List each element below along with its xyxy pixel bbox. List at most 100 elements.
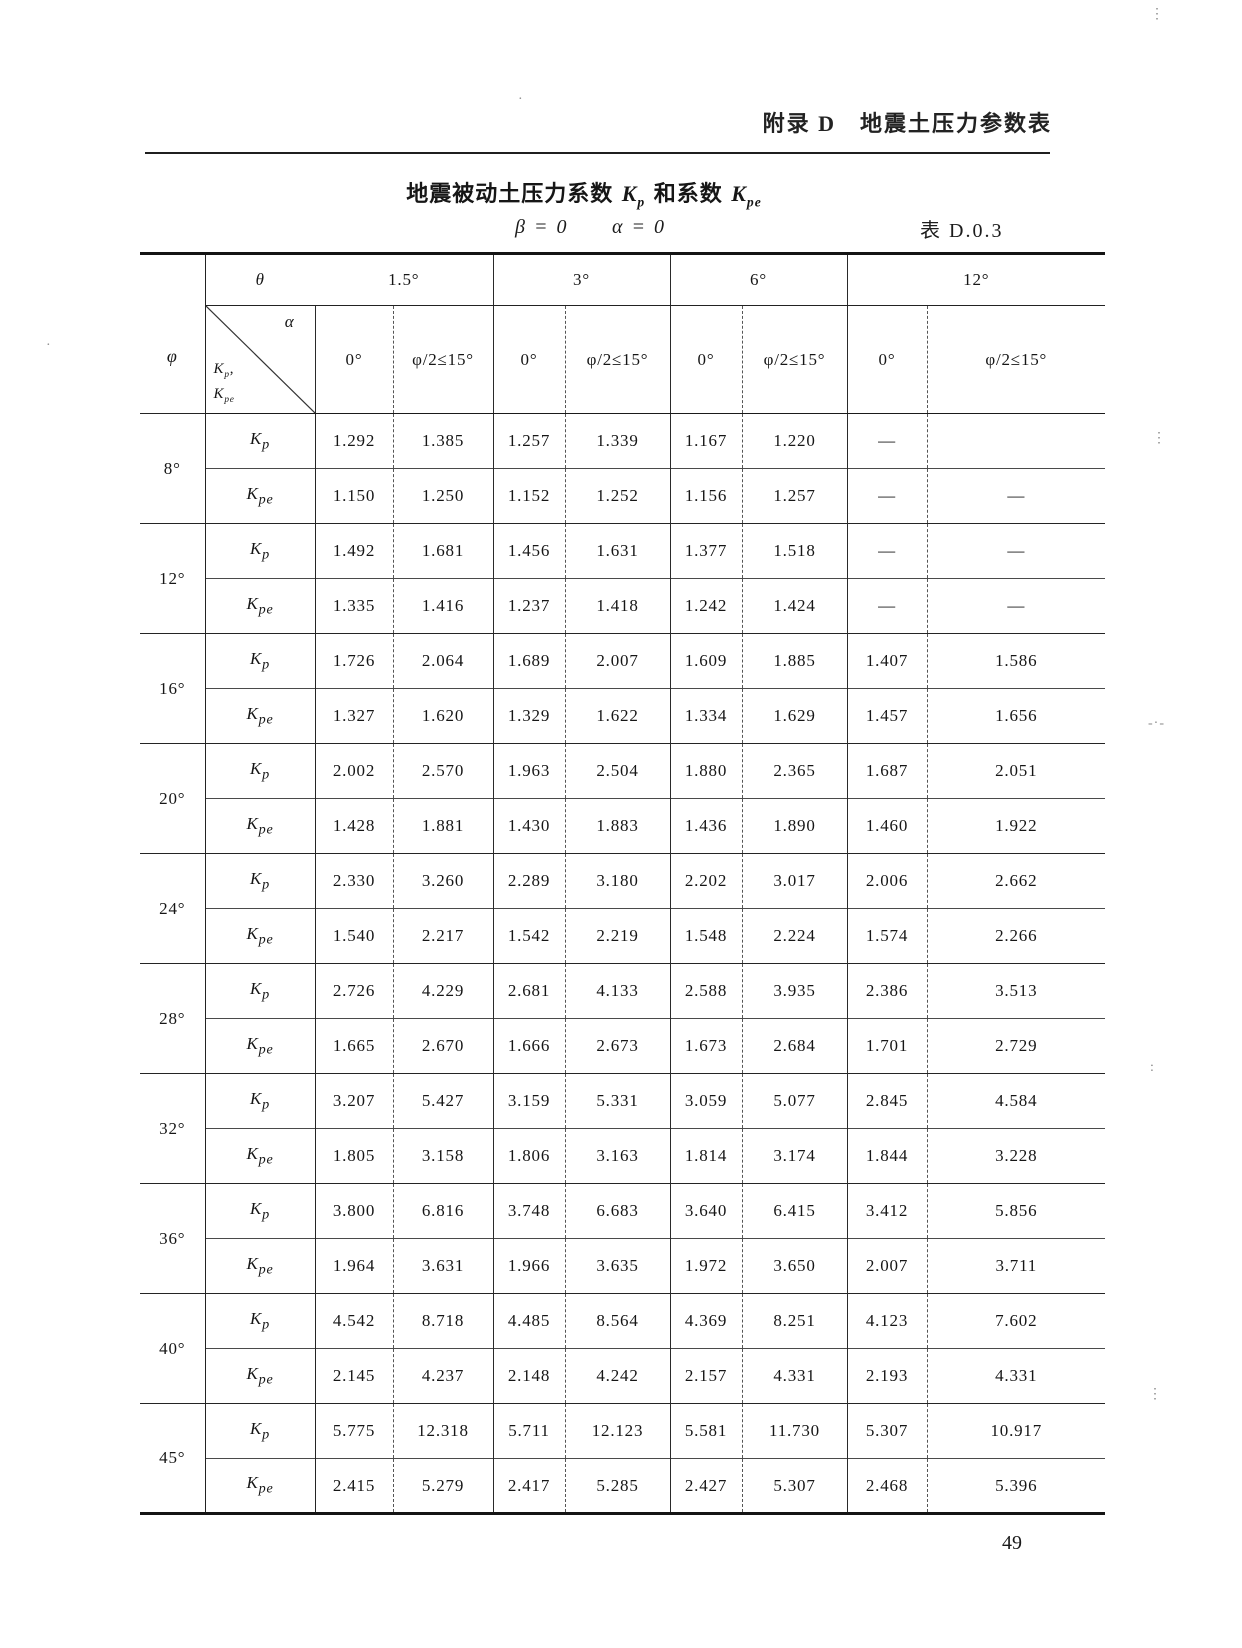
title-prefix: 地震被动土压力系数: [406, 181, 614, 206]
kpe-value: 1.250: [392, 468, 493, 524]
kpe-value: 1.457: [846, 688, 927, 744]
kp-value: 1.689: [492, 633, 565, 689]
kpe-value: 4.237: [392, 1348, 493, 1404]
kp-row: 12° Kp 1.492 1.681 1.456 1.631 1.377 1.518— —: [140, 523, 1106, 634]
kp-value: 2.051: [926, 743, 1106, 799]
kp-value: 3.513: [926, 963, 1106, 1019]
kpe-value: 1.335: [315, 578, 393, 634]
kpe-value: 1.665: [315, 1018, 393, 1074]
kp-value: 4.485: [492, 1293, 565, 1349]
kp-row: 8° Kp 1.292 1.385 1.257 1.339 1.167 1.220—: [140, 413, 1106, 524]
kpe-row: Kpe 1.428 1.881 1.430 1.883 1.436 1.890 1.460 1.…: [140, 798, 1106, 854]
kpe-label: Kpe: [205, 468, 316, 524]
kpe-value: —: [846, 578, 927, 634]
kp-label: Kp: [205, 1293, 316, 1349]
kpe-label: Kpe: [205, 688, 316, 744]
kpe-value: 2.193: [846, 1348, 927, 1404]
kp-value: 1.339: [564, 413, 670, 469]
kpe-value: 1.327: [315, 688, 393, 744]
kpe-value: 1.666: [492, 1018, 565, 1074]
kp-label: Kp: [205, 1183, 316, 1239]
kp-value: 8.564: [564, 1293, 670, 1349]
kp-value: 2.504: [564, 743, 670, 799]
kpe-value: 2.148: [492, 1348, 565, 1404]
kpe-row: Kpe 1.327 1.620 1.329 1.622 1.334 1.629 1.457 1.…: [140, 688, 1106, 744]
scan-artifact: ⋮: [1150, 7, 1165, 22]
kpe-row: Kpe 1.805 3.158 1.806 3.163 1.814 3.174 1.844 3.…: [140, 1128, 1106, 1184]
corner-coefficients: Kp, Kpe: [213, 361, 235, 405]
kp-value: 2.365: [741, 743, 847, 799]
kp-value: [926, 413, 1106, 469]
scan-artifact: ·: [518, 92, 524, 107]
kpe-value: 1.814: [669, 1128, 742, 1184]
kpe-value: 1.334: [669, 688, 742, 744]
kpe-value: 3.650: [741, 1238, 847, 1294]
kpe-value: 1.881: [392, 798, 493, 854]
kp-value: 1.885: [741, 633, 847, 689]
table-title: 地震被动土压力系数 Kp 和系数 Kpe: [0, 176, 1170, 210]
kpe-row: Kpe 1.335 1.416 1.237 1.418 1.242 1.424— —: [140, 578, 1106, 634]
alpha-subheader: φ/2≤15°: [926, 305, 1106, 414]
kpe-value: 4.331: [741, 1348, 847, 1404]
kp-value: 2.726: [315, 963, 393, 1019]
kpe-row: Kpe 2.145 4.237 2.148 4.242 2.157 4.331 2.193 4.…: [140, 1348, 1106, 1404]
kpe-value: 2.145: [315, 1348, 393, 1404]
kp-value: 7.602: [926, 1293, 1106, 1349]
kp-value: 2.330: [315, 853, 393, 909]
kpe-value: 5.285: [564, 1458, 670, 1514]
kpe-label: Kpe: [205, 798, 316, 854]
kpe-label: Kpe: [205, 1458, 316, 1514]
kpe-value: 3.631: [392, 1238, 493, 1294]
kp-value: —: [926, 523, 1106, 579]
kp-value: 2.007: [564, 633, 670, 689]
kp-value: 1.631: [564, 523, 670, 579]
phi-value: 16°: [140, 633, 206, 744]
kp-value: 1.609: [669, 633, 742, 689]
kp-row: 20° Kp 2.002 2.570 1.963 2.504 1.880 2.365 1.687…: [140, 743, 1106, 854]
scan-artifact: ⋮: [1152, 431, 1167, 446]
phi-value: 12°: [140, 523, 206, 634]
kp-value: 6.415: [741, 1183, 847, 1239]
kp-value: 4.133: [564, 963, 670, 1019]
kpe-row: Kpe 1.665 2.670 1.666 2.673 1.673 2.684 1.701 2.…: [140, 1018, 1106, 1074]
kp-value: 6.683: [564, 1183, 670, 1239]
kp-value: 1.377: [669, 523, 742, 579]
kp-value: 1.456: [492, 523, 565, 579]
kpe-value: 1.629: [741, 688, 847, 744]
kp-value: 2.588: [669, 963, 742, 1019]
alpha-header-row: α Kp, Kpe 0° φ/2≤15° 0° φ/2≤15° 0° φ/2≤1…: [140, 305, 1106, 414]
kpe-value: 2.217: [392, 908, 493, 964]
kp-value: 12.318: [392, 1403, 493, 1459]
kp-label: Kp: [205, 523, 316, 579]
kpe-value: 2.729: [926, 1018, 1106, 1074]
kpe-value: 1.416: [392, 578, 493, 634]
kpe-value: 1.806: [492, 1128, 565, 1184]
kpe-value: 1.844: [846, 1128, 927, 1184]
kpe-value: 3.174: [741, 1128, 847, 1184]
kp-value: 5.077: [741, 1073, 847, 1129]
kpe-value: 1.329: [492, 688, 565, 744]
kp-value: 1.681: [392, 523, 493, 579]
kpe-row: Kpe 1.964 3.631 1.966 3.635 1.972 3.650 2.007 3.…: [140, 1238, 1106, 1294]
kpe-value: 5.396: [926, 1458, 1106, 1514]
condition-alpha: α = 0: [612, 216, 666, 238]
kpe-value: 1.972: [669, 1238, 742, 1294]
kp-row: 24° Kp 2.330 3.260 2.289 3.180 2.202 3.017 2.006…: [140, 853, 1106, 964]
scan-artifact: :: [1150, 1060, 1155, 1075]
kp-row: 36° Kp 3.800 6.816 3.748 6.683 3.640 6.415 3.412…: [140, 1183, 1106, 1294]
phi-value: 20°: [140, 743, 206, 854]
kpe-value: 1.542: [492, 908, 565, 964]
phi-value: 28°: [140, 963, 206, 1074]
kp-value: 5.775: [315, 1403, 393, 1459]
title-mid: 和系数: [653, 181, 723, 206]
condition-beta: β = 0: [515, 216, 569, 238]
theta-symbol-cell: θ: [205, 253, 315, 306]
kp-value: 3.260: [392, 853, 493, 909]
kp-value: 3.748: [492, 1183, 565, 1239]
kp-label: Kp: [205, 633, 316, 689]
alpha-subheader: 0°: [846, 305, 927, 414]
kp-value: 3.017: [741, 853, 847, 909]
kpe-value: 2.007: [846, 1238, 927, 1294]
kpe-value: 3.158: [392, 1128, 493, 1184]
